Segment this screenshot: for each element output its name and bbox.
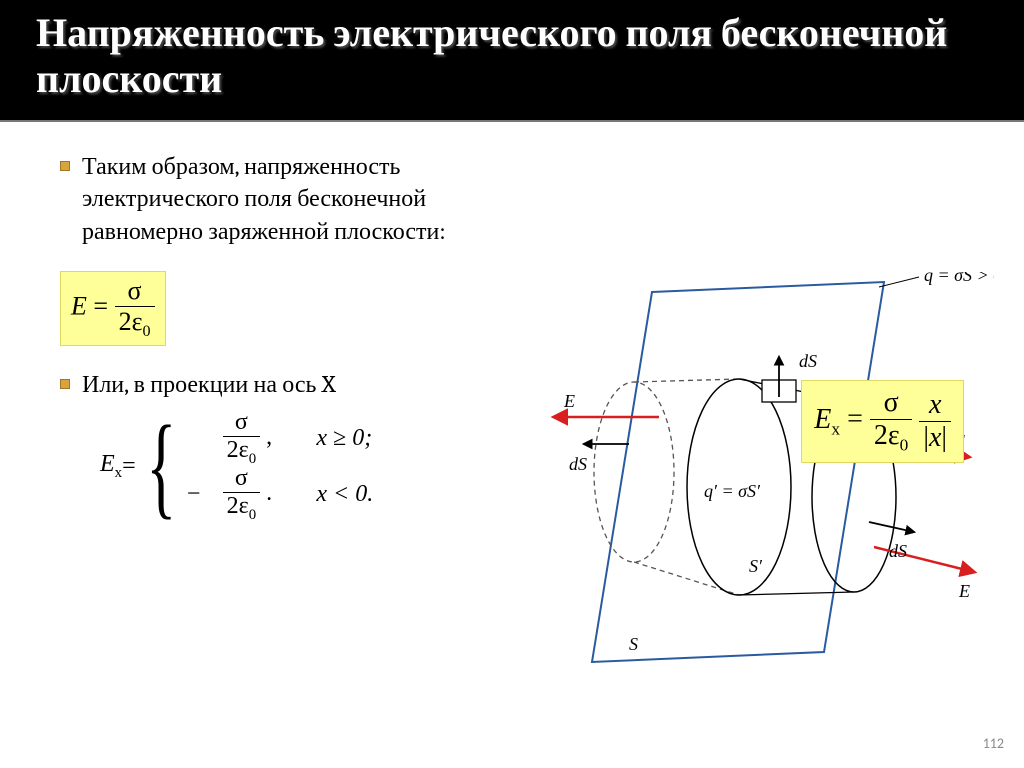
piecewise-case-1: σ2ε0 , x ≥ 0; — [182, 411, 373, 467]
formula-piecewise: Ex = { σ2ε0 , x ≥ 0; − σ2ε0 . x < 0. — [100, 411, 500, 523]
formula-main: E = σ2ε0 — [60, 271, 166, 346]
bullet-marker — [60, 161, 70, 171]
formula-projection: Ex = σ2ε0 x|x| — [801, 380, 964, 463]
piecewise-cond-1: x ≥ 0; — [316, 425, 372, 452]
diagram-label-E-r2: E⃗ — [958, 581, 984, 601]
diagram-label-q: q = σS > 0 — [924, 272, 994, 285]
formula-proj-lhs: Ex — [814, 404, 840, 435]
slide: { "title": "Напряженность электрического… — [0, 0, 1024, 768]
left-column: Таким образом, напряженность электрическ… — [60, 150, 500, 523]
bullet-2: Или, в проекции на ось X — [60, 368, 500, 400]
piecewise-case-2: − σ2ε0 . x < 0. — [182, 467, 373, 523]
formula-main-lhs: E — [71, 292, 87, 321]
diagram-label-qprime: q′ = σS′ — [704, 481, 761, 501]
bullet-1-text: Таким образом, напряженность электрическ… — [82, 150, 500, 247]
formula-main-frac: σ2ε0 — [115, 276, 155, 341]
diagram-label-dS-right: dS⃗ — [889, 541, 921, 561]
piecewise-brace: { — [146, 415, 176, 518]
formula-main-num: σ — [115, 276, 155, 306]
slide-title: Напряженность электрического поля бескон… — [36, 10, 988, 102]
title-band: Напряженность электрического поля бескон… — [0, 0, 1024, 122]
bullet-marker — [60, 379, 70, 389]
field-diagram: q = σS > 0 E⃗ dS⃗ dS⃗ q′ = σS′ S′ — [524, 272, 994, 702]
formula-main-den: 2ε0 — [115, 306, 155, 341]
slide-body: Таким образом, напряженность электрическ… — [0, 122, 1024, 523]
formula-proj-frac2: x|x| — [919, 389, 951, 454]
formula-proj-frac1: σ2ε0 — [870, 387, 912, 456]
bullet-2-text: Или, в проекции на ось X — [82, 368, 335, 400]
piecewise-lhs: Ex — [100, 451, 122, 482]
diagram-label-E-left: E⃗ — [563, 391, 589, 411]
piecewise-cond-2: x < 0. — [316, 481, 373, 508]
bullet-1: Таким образом, напряженность электрическ… — [60, 150, 500, 247]
diagram-label-dS-top: dS⃗ — [799, 351, 831, 371]
piecewise-eq: = — [122, 453, 136, 480]
piecewise-cases: σ2ε0 , x ≥ 0; − σ2ε0 . x < 0. — [182, 411, 373, 523]
formula-main-eq: = — [87, 292, 115, 321]
diagram-label-Sprime: S′ — [749, 556, 763, 576]
diagram-label-S: S — [629, 634, 638, 654]
page-number: 112 — [983, 735, 1004, 752]
diagram-label-dS-left: dS⃗ — [569, 454, 601, 474]
